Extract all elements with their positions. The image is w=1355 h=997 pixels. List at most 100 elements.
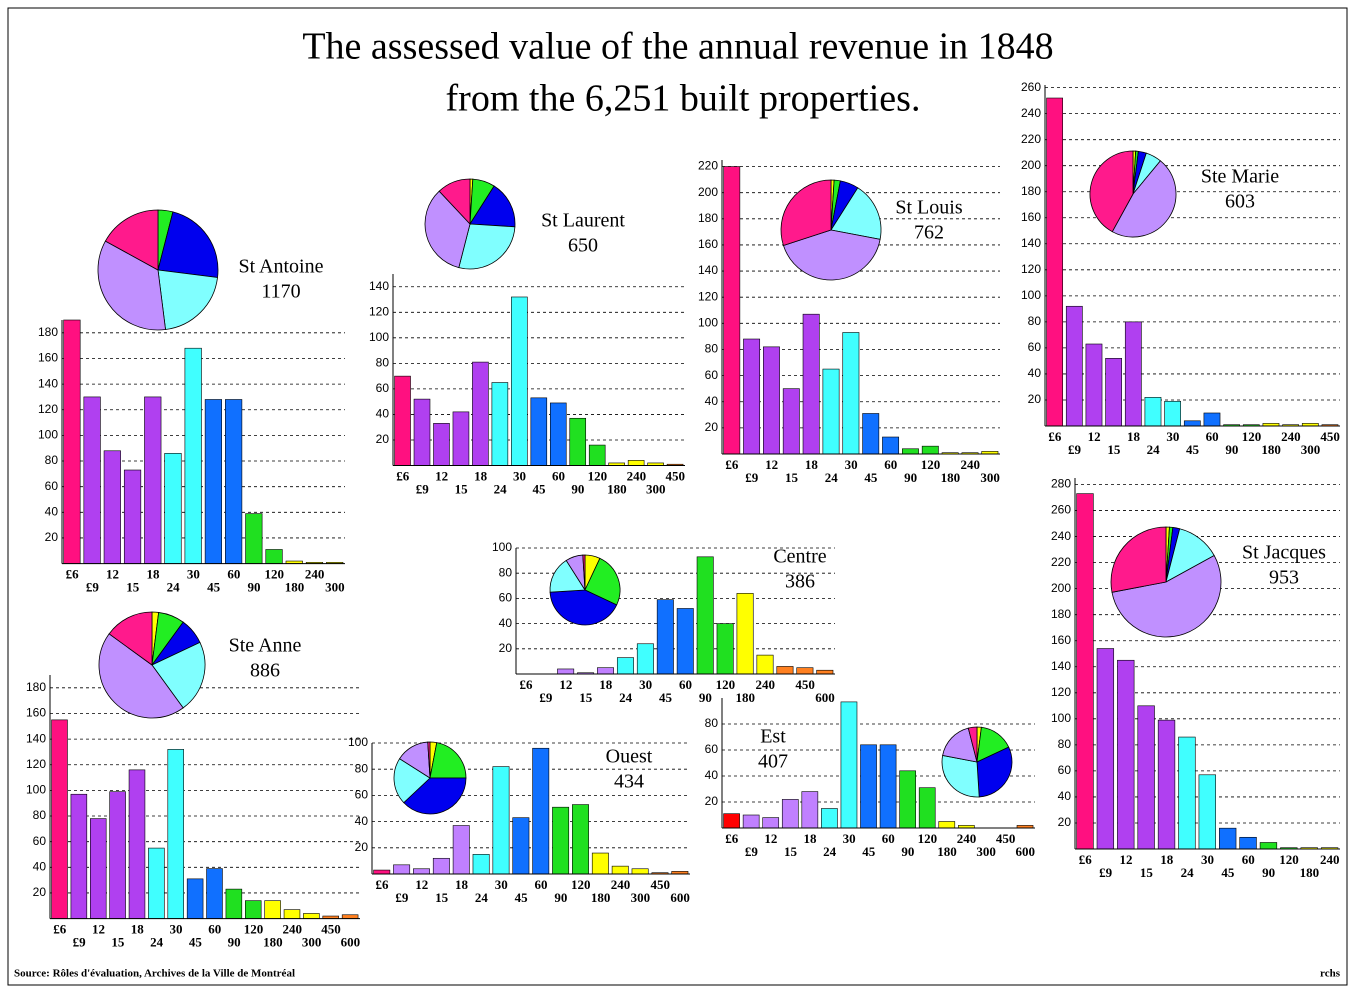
bar	[51, 719, 68, 919]
y-tick-label: 220	[1051, 555, 1071, 569]
bar	[557, 668, 575, 675]
y-tick-label: 140	[26, 731, 46, 745]
bar	[70, 793, 88, 919]
panel-count: 886	[250, 660, 280, 682]
x-tick-label: 180	[591, 890, 611, 905]
bar	[756, 654, 774, 675]
x-tick-label: 24	[167, 580, 181, 595]
y-tick-label: 40	[376, 407, 390, 421]
x-tick-label: 60	[882, 831, 895, 846]
y-tick-label: 40	[355, 814, 369, 828]
y-tick-label: 20	[45, 530, 59, 544]
x-tick-label: 30	[1166, 429, 1179, 444]
panel-name: St Antoine	[238, 256, 323, 278]
credit: rchs	[1320, 968, 1341, 980]
pie-slice	[469, 185, 516, 228]
x-tick-label: 12	[1088, 429, 1101, 444]
bar	[591, 852, 609, 875]
y-tick-label: 180	[26, 680, 46, 694]
x-tick-label: 45	[659, 690, 673, 705]
x-tick-label: 24	[825, 470, 839, 485]
x-tick-label: 90	[1262, 865, 1275, 880]
y-tick-label: 60	[499, 591, 513, 605]
y-tick-label: 100	[26, 783, 46, 797]
panel-count: 953	[1269, 567, 1299, 589]
y-tick-label: 100	[1021, 288, 1041, 302]
y-tick-label: 120	[698, 289, 718, 303]
bar	[743, 338, 761, 455]
x-tick-label: 180	[285, 580, 305, 595]
y-tick-label: 100	[348, 735, 368, 749]
panel-count: 386	[785, 571, 815, 593]
y-tick-label: 120	[369, 304, 389, 318]
bar	[1137, 705, 1155, 850]
x-tick-label: 300	[646, 481, 666, 496]
x-tick-label: £9	[86, 580, 100, 595]
x-tick-label: £9	[745, 470, 759, 485]
y-tick-label: 160	[698, 237, 718, 251]
bar	[572, 804, 589, 875]
y-tick-label: 80	[1028, 314, 1042, 328]
bar	[433, 423, 450, 466]
x-tick-label: 240	[1281, 429, 1301, 444]
x-tick-label: 12	[415, 877, 428, 892]
bar	[842, 332, 860, 455]
y-tick-label: 180	[38, 325, 58, 339]
y-tick-label: 200	[1051, 581, 1071, 595]
x-tick-label: 300	[1301, 442, 1321, 457]
x-tick-label: £6	[725, 457, 739, 472]
bar	[225, 399, 243, 564]
x-tick-label: 12	[765, 457, 778, 472]
bar	[723, 166, 741, 455]
x-tick-label: 120	[716, 677, 736, 692]
y-tick-label: 100	[1051, 711, 1071, 725]
x-tick-label: 15	[579, 690, 593, 705]
pie-slice	[780, 179, 832, 246]
y-tick-label: 140	[38, 376, 58, 390]
x-tick-label: £9	[73, 935, 87, 950]
bar	[1178, 736, 1196, 850]
x-tick-label: 600	[341, 935, 361, 950]
panel-count: 650	[568, 235, 598, 257]
x-tick-label: £9	[1068, 442, 1082, 457]
bar	[128, 769, 146, 919]
x-tick-label: £6	[396, 468, 410, 483]
pie-slice	[582, 554, 586, 591]
x-tick-label: 15	[1107, 442, 1121, 457]
y-tick-label: 260	[1051, 503, 1071, 517]
y-tick-label: 240	[1051, 529, 1071, 543]
y-tick-label: 200	[698, 185, 718, 199]
x-tick-label: 60	[227, 567, 240, 582]
x-tick-label: £6	[66, 567, 80, 582]
pie-slice	[424, 190, 471, 269]
x-tick-label: 60	[552, 468, 565, 483]
pie-slice	[427, 741, 431, 779]
y-tick-label: 60	[33, 834, 47, 848]
y-tick-label: 40	[45, 504, 59, 518]
x-tick-label: 240	[755, 677, 775, 692]
x-tick-label: 240	[1320, 852, 1340, 867]
bar	[636, 643, 654, 675]
pie-slice	[393, 758, 431, 804]
title-line: from the 6,251 built properties.	[446, 78, 921, 120]
bar	[782, 388, 800, 455]
pie-slice	[941, 754, 980, 798]
x-tick-label: 450	[996, 831, 1016, 846]
y-tick-label: 60	[45, 479, 59, 493]
panel-count: 434	[614, 771, 644, 793]
x-tick-label: £6	[1048, 429, 1062, 444]
x-tick-label: 300	[325, 580, 345, 595]
x-tick-label: 300	[302, 935, 322, 950]
x-tick-label: 24	[823, 844, 837, 859]
bar	[103, 450, 121, 564]
panel-count: 603	[1225, 191, 1255, 213]
bar	[472, 854, 490, 875]
bar	[123, 469, 142, 564]
pie-slice	[584, 557, 621, 606]
bar	[676, 608, 694, 675]
x-tick-label: 180	[941, 470, 961, 485]
y-tick-label: 60	[705, 742, 719, 756]
x-tick-label: £6	[725, 831, 739, 846]
x-tick-label: £9	[745, 844, 759, 859]
y-tick-label: 140	[698, 263, 718, 277]
